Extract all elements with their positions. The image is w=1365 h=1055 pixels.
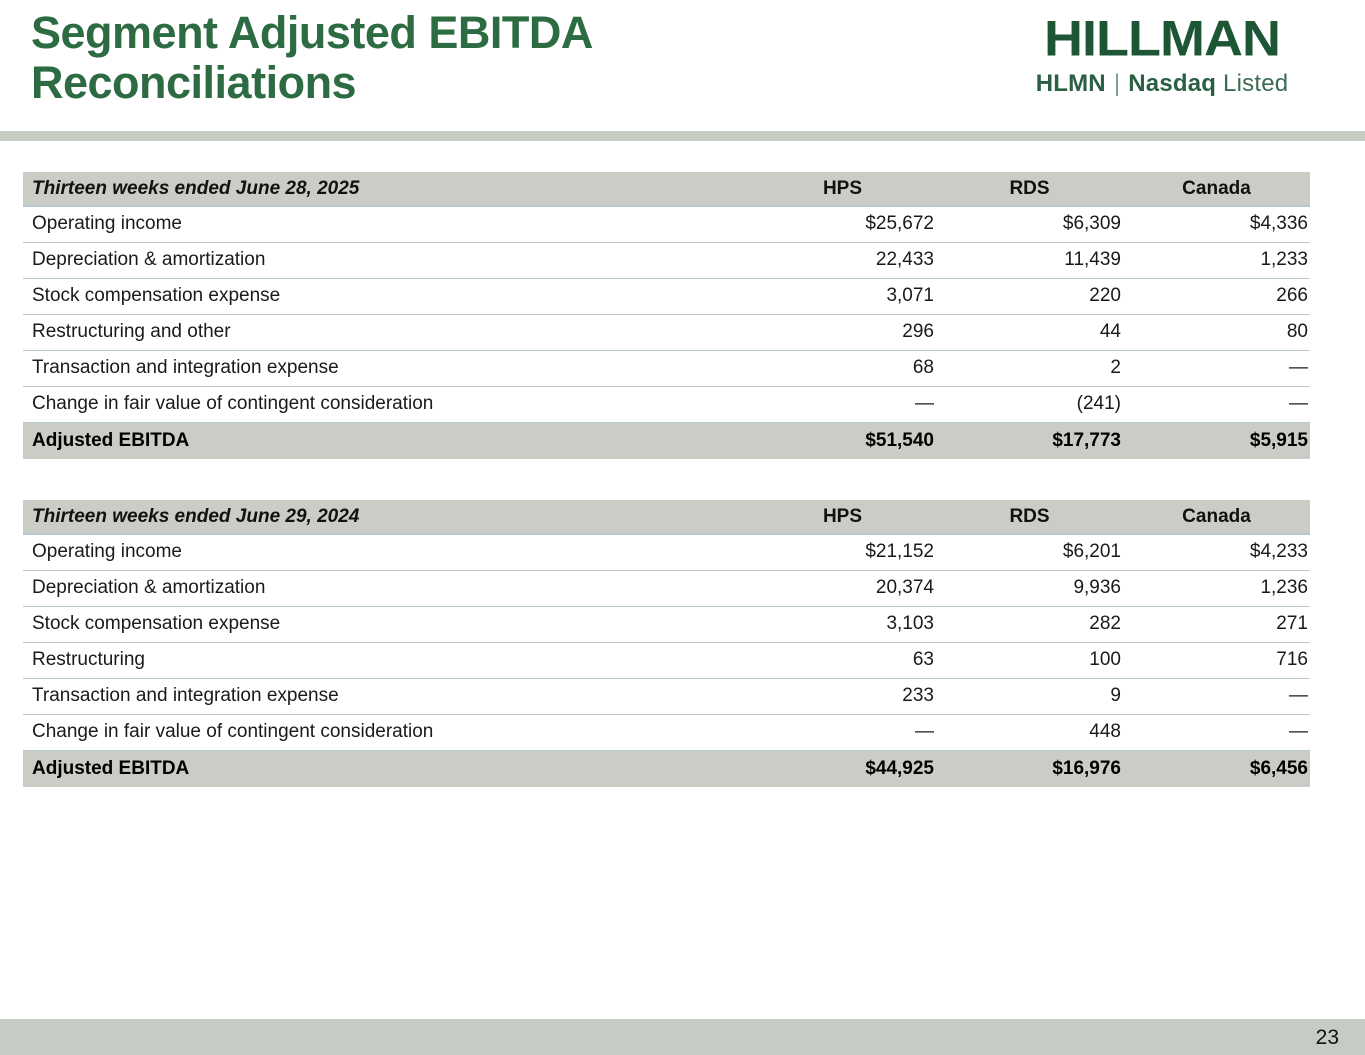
- row-value-hps: $25,672: [749, 206, 936, 243]
- tagline-divider: |: [1113, 70, 1121, 97]
- column-header-rds: RDS: [936, 500, 1123, 535]
- table-row: Depreciation & amortization 20,374 9,936…: [23, 570, 1310, 607]
- row-value-rds: 9,936: [936, 570, 1123, 607]
- period-label: Thirteen weeks ended June 28, 2025: [23, 172, 749, 207]
- row-value-canada: 80: [1123, 314, 1310, 351]
- recon-table-2024: Thirteen weeks ended June 29, 2024 HPS R…: [23, 500, 1310, 787]
- row-value-rds: $6,201: [936, 534, 1123, 571]
- row-value-hps: 22,433: [749, 242, 936, 279]
- row-value-hps: —: [749, 386, 936, 423]
- table-header-row: Thirteen weeks ended June 28, 2025 HPS R…: [23, 172, 1310, 207]
- adjusted-ebitda-row: Adjusted EBITDA $51,540 $17,773 $5,915: [23, 422, 1310, 459]
- row-value-canada: —: [1123, 714, 1310, 751]
- row-value-canada: $4,233: [1123, 534, 1310, 571]
- row-value-canada: 266: [1123, 278, 1310, 315]
- page-title-line1: Segment Adjusted EBITDA: [31, 7, 593, 58]
- row-value-hps: $21,152: [749, 534, 936, 571]
- row-value-rds: 100: [936, 642, 1123, 679]
- total-value-hps: $51,540: [749, 422, 936, 459]
- row-label: Depreciation & amortization: [23, 570, 749, 607]
- total-value-canada: $6,456: [1123, 750, 1310, 787]
- row-value-rds: 448: [936, 714, 1123, 751]
- row-label: Depreciation & amortization: [23, 242, 749, 279]
- table-header-row: Thirteen weeks ended June 29, 2024 HPS R…: [23, 500, 1310, 535]
- row-value-canada: 716: [1123, 642, 1310, 679]
- row-value-hps: 3,103: [749, 606, 936, 643]
- recon-table-2025: Thirteen weeks ended June 28, 2025 HPS R…: [23, 172, 1310, 459]
- row-value-rds: 11,439: [936, 242, 1123, 279]
- row-value-canada: —: [1123, 350, 1310, 387]
- total-label: Adjusted EBITDA: [23, 750, 749, 787]
- tables-area: Thirteen weeks ended June 28, 2025 HPS R…: [23, 172, 1310, 787]
- column-header-hps: HPS: [749, 172, 936, 207]
- total-value-canada: $5,915: [1123, 422, 1310, 459]
- total-value-rds: $16,976: [936, 750, 1123, 787]
- table-row: Depreciation & amortization 22,433 11,43…: [23, 242, 1310, 279]
- row-value-canada: —: [1123, 678, 1310, 715]
- row-value-hps: 68: [749, 350, 936, 387]
- row-value-rds: 44: [936, 314, 1123, 351]
- page-title: Segment Adjusted EBITDA Reconciliations: [31, 7, 593, 109]
- row-value-hps: 3,071: [749, 278, 936, 315]
- ticker-symbol: HLMN: [1035, 70, 1106, 97]
- total-value-rds: $17,773: [936, 422, 1123, 459]
- hillman-wordmark: HILLMAN: [1044, 11, 1281, 67]
- page-number: 23: [1315, 1026, 1339, 1049]
- total-value-hps: $44,925: [749, 750, 936, 787]
- row-label: Operating income: [23, 534, 749, 571]
- exchange-name: Nasdaq: [1128, 70, 1217, 97]
- page-title-line2: Reconciliations: [31, 57, 357, 109]
- period-label: Thirteen weeks ended June 29, 2024: [23, 500, 749, 535]
- table-row: Restructuring 63 100 716: [23, 642, 1310, 679]
- row-value-hps: 20,374: [749, 570, 936, 607]
- row-label: Change in fair value of contingent consi…: [23, 386, 749, 423]
- table-row: Restructuring and other 296 44 80: [23, 314, 1310, 351]
- row-value-canada: 271: [1123, 606, 1310, 643]
- nasdaq-tagline: HLMN | Nasdaq Listed: [997, 70, 1327, 98]
- row-value-hps: —: [749, 714, 936, 751]
- row-label: Transaction and integration expense: [23, 350, 749, 387]
- row-value-canada: 1,236: [1123, 570, 1310, 607]
- row-value-hps: 63: [749, 642, 936, 679]
- row-label: Restructuring and other: [23, 314, 749, 351]
- table-row: Stock compensation expense 3,103 282 271: [23, 606, 1310, 643]
- table-row: Stock compensation expense 3,071 220 266: [23, 278, 1310, 315]
- row-value-canada: $4,336: [1123, 206, 1310, 243]
- listed-word: Listed: [1223, 70, 1289, 97]
- table-row: Operating income $21,152 $6,201 $4,233: [23, 534, 1310, 571]
- row-value-rds: (241): [936, 386, 1123, 423]
- row-value-rds: 220: [936, 278, 1123, 315]
- row-value-hps: 233: [749, 678, 936, 715]
- total-label: Adjusted EBITDA: [23, 422, 749, 459]
- table-row: Change in fair value of contingent consi…: [23, 714, 1310, 751]
- table-row: Operating income $25,672 $6,309 $4,336: [23, 206, 1310, 243]
- row-value-canada: 1,233: [1123, 242, 1310, 279]
- row-value-rds: 282: [936, 606, 1123, 643]
- row-value-canada: —: [1123, 386, 1310, 423]
- row-value-hps: 296: [749, 314, 936, 351]
- adjusted-ebitda-row: Adjusted EBITDA $44,925 $16,976 $6,456: [23, 750, 1310, 787]
- table-row: Change in fair value of contingent consi…: [23, 386, 1310, 423]
- row-label: Change in fair value of contingent consi…: [23, 714, 749, 751]
- row-label: Transaction and integration expense: [23, 678, 749, 715]
- table-row: Transaction and integration expense 233 …: [23, 678, 1310, 715]
- column-header-canada: Canada: [1123, 172, 1310, 207]
- table-row: Transaction and integration expense 68 2…: [23, 350, 1310, 387]
- column-header-canada: Canada: [1123, 500, 1310, 535]
- row-value-rds: $6,309: [936, 206, 1123, 243]
- row-value-rds: 9: [936, 678, 1123, 715]
- hillman-logo: HILLMAN HLMN | Nasdaq Listed: [997, 14, 1327, 98]
- column-header-rds: RDS: [936, 172, 1123, 207]
- footer-bar: 23: [0, 1019, 1365, 1055]
- header-divider-bar: [0, 131, 1365, 141]
- row-label: Stock compensation expense: [23, 278, 749, 315]
- slide-header: Segment Adjusted EBITDA Reconciliations …: [0, 0, 1365, 131]
- row-label: Stock compensation expense: [23, 606, 749, 643]
- row-label: Restructuring: [23, 642, 749, 679]
- row-label: Operating income: [23, 206, 749, 243]
- column-header-hps: HPS: [749, 500, 936, 535]
- row-value-rds: 2: [936, 350, 1123, 387]
